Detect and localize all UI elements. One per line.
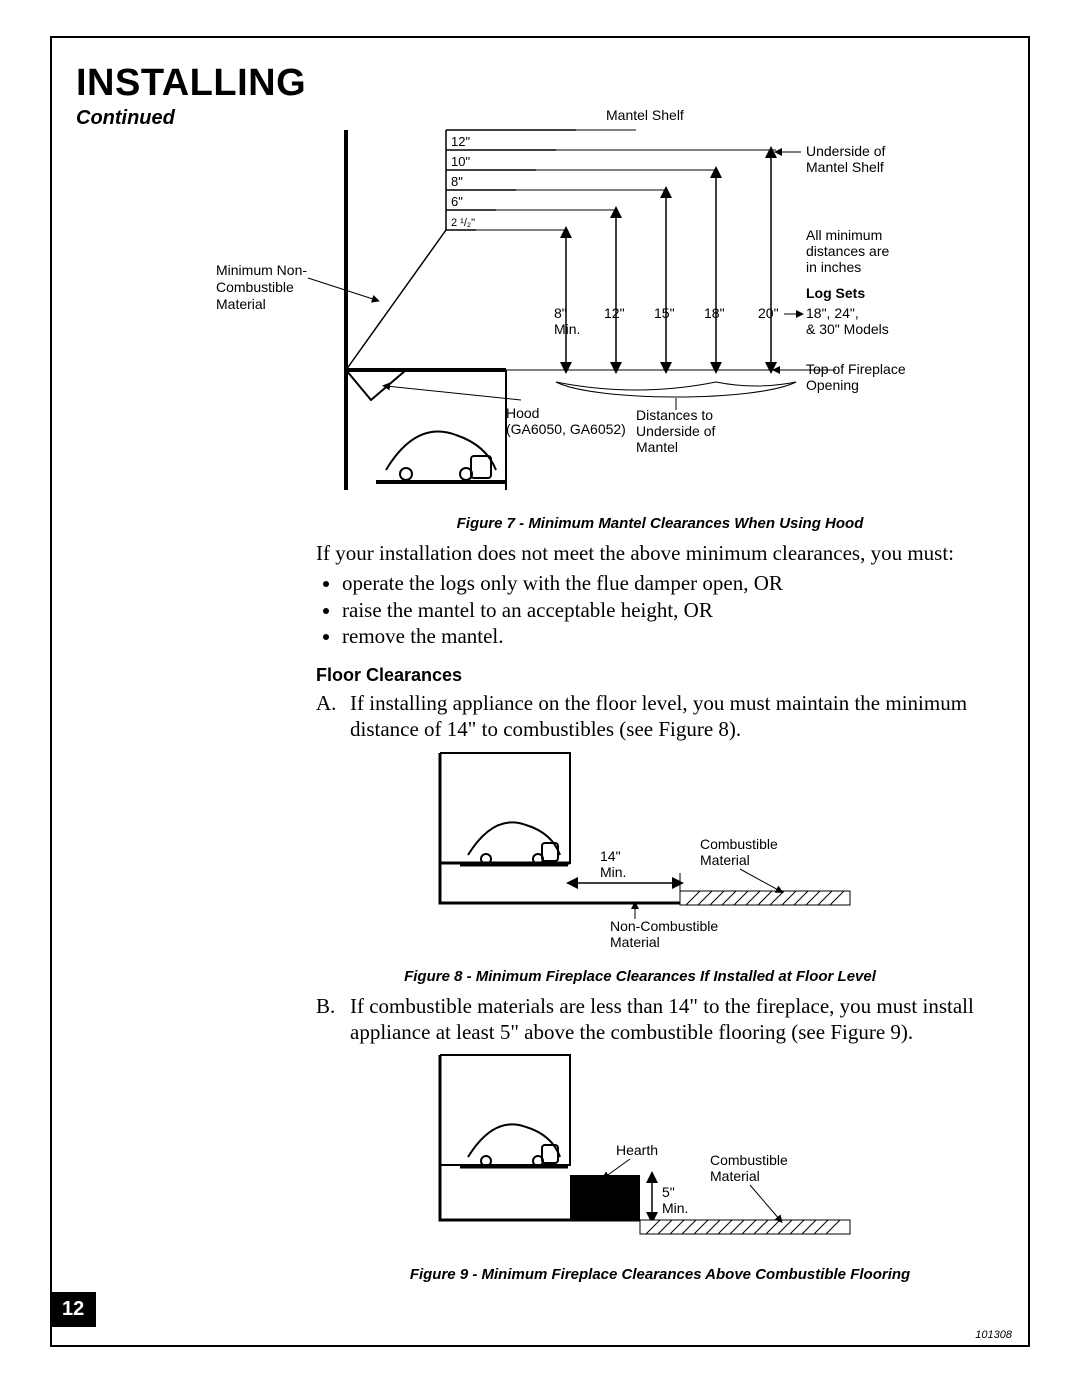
allmin2: distances are	[806, 243, 889, 259]
fig9-comb1: Combustible	[710, 1152, 788, 1168]
topopen2: Opening	[806, 377, 859, 393]
letter-b: B.	[316, 993, 342, 1046]
bullet-3: remove the mantel.	[342, 623, 994, 649]
col-12: 12"	[604, 305, 625, 321]
letter-b-text: If combustible materials are less than 1…	[350, 993, 1004, 1046]
models1: 18", 24",	[806, 305, 859, 321]
letter-a-text: If installing appliance on the floor lev…	[350, 690, 1004, 743]
bullet-1: operate the logs only with the flue damp…	[342, 570, 994, 596]
hood2: (GA6050, GA6052)	[506, 421, 626, 437]
dist1: Distances to	[636, 407, 713, 423]
step-8: 8"	[451, 174, 463, 189]
mantel-shelf: Mantel Shelf	[606, 107, 684, 123]
intro-text: If your installation does not meet the a…	[316, 540, 994, 649]
minnon3: Material	[216, 296, 266, 312]
fig8-comb2: Material	[700, 852, 750, 868]
step-10: 10"	[451, 154, 470, 169]
models2: & 30" Models	[806, 321, 889, 337]
fig8-14: 14"	[600, 848, 621, 864]
fig8-svg: 14" Min. Combustible	[380, 743, 900, 953]
bullet-2: raise the mantel to an acceptable height…	[342, 597, 994, 623]
topopen1: Top of Fireplace	[806, 361, 906, 377]
underside1: Underside of	[806, 143, 885, 159]
lettered-a: A. If installing appliance on the floor …	[316, 690, 1004, 743]
figure-7: 12" 10" 8" 6" 2 ¹/₂"	[76, 70, 1004, 532]
figure-9: 5" Min. Hearth Combustible	[276, 1045, 1004, 1260]
fig9-caption: Figure 9 - Minimum Fireplace Clearances …	[316, 1266, 1004, 1283]
allmin1: All minimum	[806, 227, 882, 243]
step-2: 2 ¹/₂"	[451, 217, 475, 229]
fig8-nc1: Non-Combustible	[610, 918, 718, 934]
min-label: Min.	[554, 321, 580, 337]
col-18: 18"	[704, 305, 725, 321]
figure-8: 14" Min. Combustible	[276, 743, 1004, 985]
hood1: Hood	[506, 405, 539, 421]
fig9-5: 5"	[662, 1184, 675, 1200]
fig8-comb1: Combustible	[700, 836, 778, 852]
floor-heading: Floor Clearances	[316, 665, 1004, 686]
page: INSTALLING Continued	[0, 0, 1080, 1397]
col-15: 15"	[654, 305, 675, 321]
doc-number: 101308	[975, 1329, 1012, 1341]
col-8: 8"	[554, 305, 567, 321]
step-6: 6"	[451, 194, 463, 209]
step-12: 12"	[451, 134, 470, 149]
page-number: 12	[50, 1292, 96, 1327]
fig9-comb2: Material	[710, 1168, 760, 1184]
fig7-caption: Figure 7 - Minimum Mantel Clearances Whe…	[316, 515, 1004, 532]
minnon1: Minimum Non-	[216, 262, 307, 278]
logsets: Log Sets	[806, 285, 865, 301]
page-frame: INSTALLING Continued	[50, 36, 1030, 1347]
lettered-b: B. If combustible materials are less tha…	[316, 993, 1004, 1046]
fig8-caption: Figure 8 - Minimum Fireplace Clearances …	[276, 968, 1004, 985]
fig8-min: Min.	[600, 864, 626, 880]
dist3: Mantel	[636, 439, 678, 455]
allmin3: in inches	[806, 259, 861, 275]
fig9-min: Min.	[662, 1200, 688, 1216]
fig7-svg: 12" 10" 8" 6" 2 ¹/₂"	[76, 70, 1036, 500]
fig8-nc2: Material	[610, 934, 660, 950]
letter-a: A.	[316, 690, 342, 743]
minnon2: Combustible	[216, 279, 294, 295]
underside2: Mantel Shelf	[806, 159, 884, 175]
dist2: Underside of	[636, 423, 715, 439]
col-20: 20"	[758, 305, 779, 321]
intro: If your installation does not meet the a…	[316, 541, 954, 565]
fig9-hearth: Hearth	[616, 1142, 658, 1158]
fig9-svg: 5" Min. Hearth Combustible	[380, 1045, 900, 1255]
